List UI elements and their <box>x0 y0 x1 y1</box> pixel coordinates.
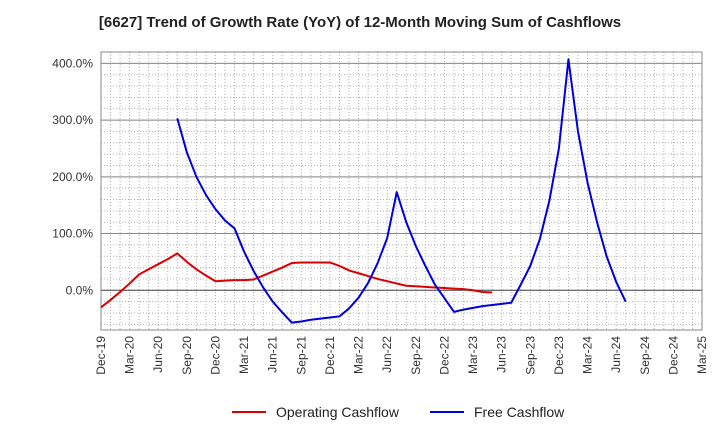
legend-label-operating: Operating Cashflow <box>276 404 399 420</box>
x-tick-label: Jun-21 <box>266 336 280 373</box>
x-tick-label: Mar-24 <box>581 336 595 374</box>
x-tick-label: Dec-20 <box>208 336 222 375</box>
x-tick-label: Dec-24 <box>666 336 680 375</box>
x-tick-label: Sep-21 <box>294 336 308 375</box>
y-tick-label: 400.0% <box>52 56 93 70</box>
y-tick-label: 100.0% <box>52 227 93 241</box>
x-tick-label: Jun-24 <box>609 336 623 373</box>
x-tick-label: Dec-19 <box>94 336 108 375</box>
legend-item-free: Free Cashflow <box>430 404 564 420</box>
y-tick-label: 0.0% <box>66 283 94 297</box>
x-tick-label: Sep-23 <box>523 336 537 375</box>
x-tick-label: Dec-22 <box>437 336 451 375</box>
x-tick-label: Mar-20 <box>123 336 137 374</box>
x-tick-label: Jun-23 <box>495 336 509 373</box>
legend-swatch-free <box>430 411 464 413</box>
plot-frame <box>100 51 703 331</box>
x-tick-label: Jun-20 <box>151 336 165 373</box>
legend: Operating Cashflow Free Cashflow <box>0 404 720 426</box>
series-line-operating-cashflow <box>100 252 493 309</box>
x-tick-label: Sep-22 <box>409 336 423 375</box>
x-tick-label: Dec-21 <box>323 336 337 375</box>
x-tick-label: Mar-25 <box>695 336 709 374</box>
x-tick-label: Dec-23 <box>552 336 566 375</box>
x-tick-label: Sep-20 <box>180 336 194 375</box>
legend-label-free: Free Cashflow <box>474 404 565 420</box>
x-tick-label: Mar-22 <box>352 336 366 374</box>
x-tick-label: Sep-24 <box>638 336 652 375</box>
x-tick-label: Mar-23 <box>466 336 480 374</box>
legend-swatch-operating <box>232 411 266 413</box>
x-tick-label: Mar-21 <box>237 336 251 374</box>
y-tick-label: 300.0% <box>52 113 93 127</box>
series-line-free-cashflow <box>176 58 627 324</box>
chart-title: [6627] Trend of Growth Rate (YoY) of 12-… <box>98 14 622 31</box>
legend-item-operating: Operating Cashflow <box>232 404 399 420</box>
x-tick-label: Jun-22 <box>380 336 394 373</box>
y-tick-label: 200.0% <box>52 170 93 184</box>
plot-area <box>101 52 702 330</box>
